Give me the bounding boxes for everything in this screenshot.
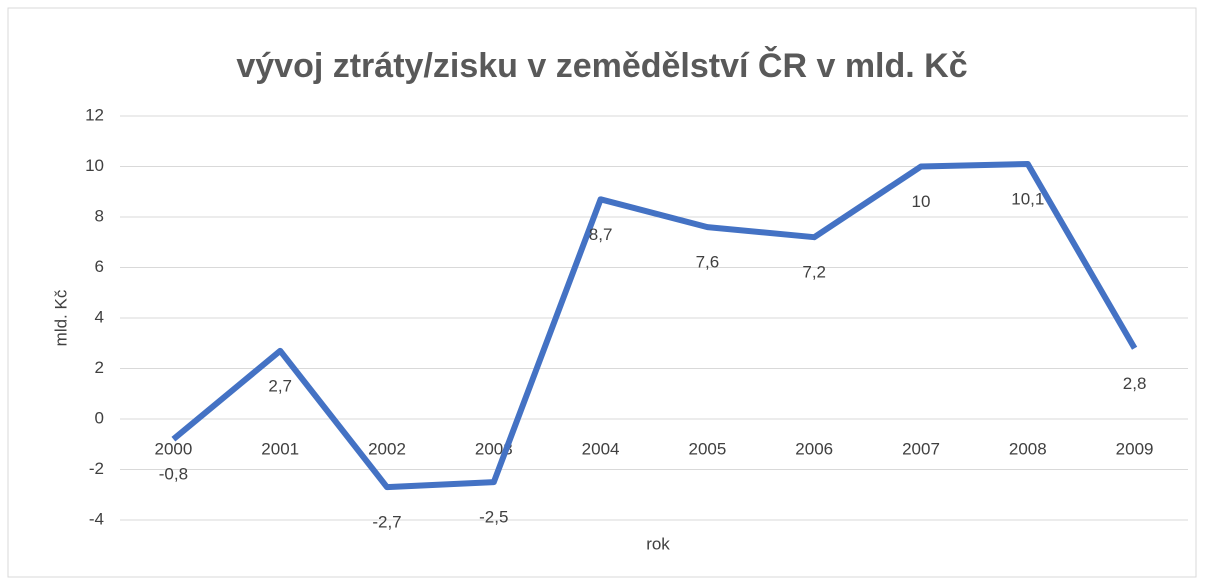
y-axis-label: mld. Kč (51, 289, 70, 346)
x-tick-label: 2002 (368, 439, 406, 458)
data-label: -0,8 (159, 465, 188, 484)
y-tick-label: 12 (85, 105, 104, 124)
y-tick-label: 8 (95, 206, 104, 225)
data-label: 10,1 (1011, 189, 1044, 208)
chart-border (7, 7, 1197, 578)
x-tick-label: 2005 (688, 439, 726, 458)
x-tick-label: 2008 (1009, 439, 1047, 458)
line (171, 160, 1138, 491)
y-tick-label: 10 (85, 156, 104, 175)
data-label: 8,7 (589, 225, 613, 244)
data-label: 7,2 (802, 263, 826, 282)
chart-title: vývoj ztráty/zisku v zemědělství ČR v ml… (236, 46, 967, 85)
data-label: 2,8 (1123, 374, 1147, 393)
x-tick-label: 2006 (795, 439, 833, 458)
data-label: 2,7 (268, 376, 292, 395)
data-label: -2,5 (479, 508, 508, 527)
x-tick-label: 2004 (582, 439, 620, 458)
y-tick-label: 0 (95, 408, 104, 427)
y-tick-label: 4 (95, 307, 104, 326)
x-tick-label: 2009 (1116, 439, 1154, 458)
y-tick-label: -4 (89, 509, 104, 528)
x-axis-label: rok (646, 534, 670, 553)
data-label: 7,6 (696, 253, 720, 272)
x-tick-label: 2007 (902, 439, 940, 458)
y-tick-label: -2 (89, 459, 104, 478)
y-tick-label: 6 (95, 257, 104, 276)
data-label: -2,7 (372, 513, 401, 532)
data-label: 10 (912, 192, 931, 211)
x-tick-label: 2001 (261, 439, 299, 458)
x-tick-label: 2000 (154, 439, 192, 458)
y-tick-label: 2 (95, 358, 104, 377)
